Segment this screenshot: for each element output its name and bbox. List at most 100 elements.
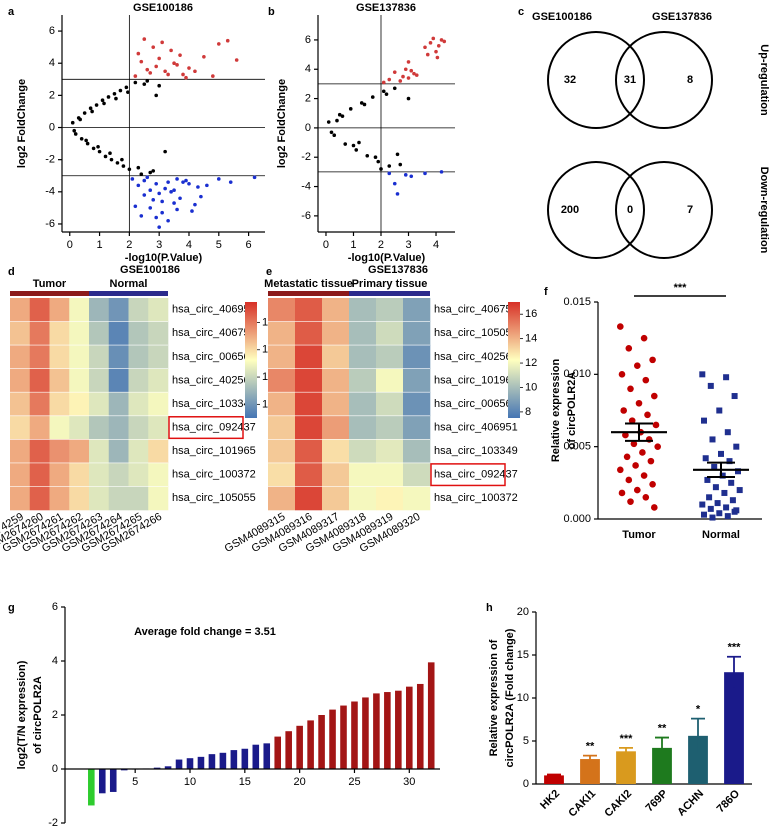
- significance: **: [586, 741, 595, 753]
- cell: [148, 345, 169, 369]
- bar: [285, 731, 292, 769]
- bar: [230, 750, 238, 769]
- error-bar: [691, 717, 705, 754]
- group-label: Normal: [110, 278, 148, 290]
- cell: [108, 321, 129, 346]
- point: [160, 40, 164, 45]
- cell: [148, 321, 169, 346]
- group-bar: [268, 291, 349, 296]
- cell: [349, 439, 377, 464]
- cell: [49, 486, 70, 511]
- point: [627, 498, 634, 505]
- point: [154, 93, 158, 98]
- cell: [295, 415, 323, 440]
- point: [642, 494, 650, 501]
- bar: [120, 769, 128, 771]
- cell: [49, 392, 70, 417]
- point: [398, 162, 403, 167]
- cell: [148, 415, 169, 440]
- cell: [349, 415, 377, 440]
- group-label: Metastatic tissue: [264, 278, 353, 290]
- point: [252, 175, 257, 180]
- cell: [403, 345, 431, 369]
- cell: [128, 486, 149, 511]
- point: [148, 206, 153, 210]
- point: [142, 82, 147, 86]
- cell: [268, 439, 296, 464]
- y-tick-label: -6: [45, 218, 55, 230]
- cell: [322, 439, 350, 464]
- y-tick-label: -2: [48, 817, 58, 829]
- row-label: hsa_circ_402565: [172, 374, 256, 386]
- bar: [406, 686, 413, 769]
- point: [103, 154, 108, 159]
- point: [651, 392, 658, 400]
- cell: [403, 462, 431, 487]
- point: [343, 142, 348, 146]
- group-label: Primary tissue: [352, 278, 428, 290]
- cell: [108, 415, 129, 440]
- point: [193, 202, 197, 207]
- point: [652, 421, 660, 429]
- bar: [373, 693, 380, 769]
- point: [387, 164, 392, 168]
- point: [630, 440, 638, 448]
- point: [398, 79, 403, 83]
- point: [225, 38, 230, 43]
- y-tick-label: 0.015: [563, 296, 591, 308]
- bar: [274, 736, 282, 769]
- colorbar: [245, 302, 257, 418]
- point: [721, 489, 728, 496]
- point: [718, 450, 724, 457]
- point: [381, 80, 386, 85]
- cell: [376, 368, 404, 393]
- error-bar: [655, 736, 669, 759]
- significance: ***: [674, 282, 688, 294]
- cell: [295, 368, 323, 393]
- point: [85, 141, 90, 146]
- point: [628, 417, 636, 424]
- point: [163, 186, 167, 191]
- bar: [688, 735, 708, 784]
- cell: [403, 321, 431, 346]
- row-label: Down-regulation: [758, 167, 770, 254]
- x-tick-label: 4: [186, 239, 192, 251]
- bar: [329, 709, 336, 769]
- cell: [268, 298, 296, 322]
- cell: [69, 321, 90, 346]
- colorbar-label: 12: [525, 357, 537, 369]
- point: [234, 58, 239, 62]
- cell: [89, 439, 110, 464]
- x-tick-label: 25: [348, 776, 360, 788]
- cell: [89, 298, 110, 322]
- x-tick-label: 20: [294, 776, 306, 788]
- y-tick-label: -6: [301, 210, 311, 222]
- venn-circle: [615, 161, 713, 259]
- point: [362, 102, 367, 107]
- bar: [616, 751, 636, 784]
- cell: [403, 486, 431, 511]
- point: [701, 417, 707, 424]
- x-tick-label: 2: [378, 239, 384, 251]
- cell: [376, 462, 404, 487]
- y-tick-label: 4: [49, 57, 55, 69]
- point: [78, 117, 82, 122]
- row-label: hsa_circ_103349: [434, 445, 518, 457]
- y-tick-label: 6: [52, 601, 58, 613]
- point: [166, 218, 170, 223]
- cell: [89, 368, 110, 393]
- y-tick-label: 0.010: [563, 368, 591, 380]
- point: [435, 55, 440, 60]
- point: [431, 36, 436, 41]
- point: [175, 177, 179, 181]
- point: [154, 181, 158, 186]
- cell: [148, 439, 169, 464]
- point: [184, 75, 188, 80]
- cell: [89, 392, 110, 417]
- cell: [29, 368, 50, 393]
- cell: [295, 462, 323, 487]
- cell: [128, 321, 149, 346]
- point: [142, 178, 147, 183]
- bar: [580, 759, 600, 784]
- point: [151, 169, 156, 173]
